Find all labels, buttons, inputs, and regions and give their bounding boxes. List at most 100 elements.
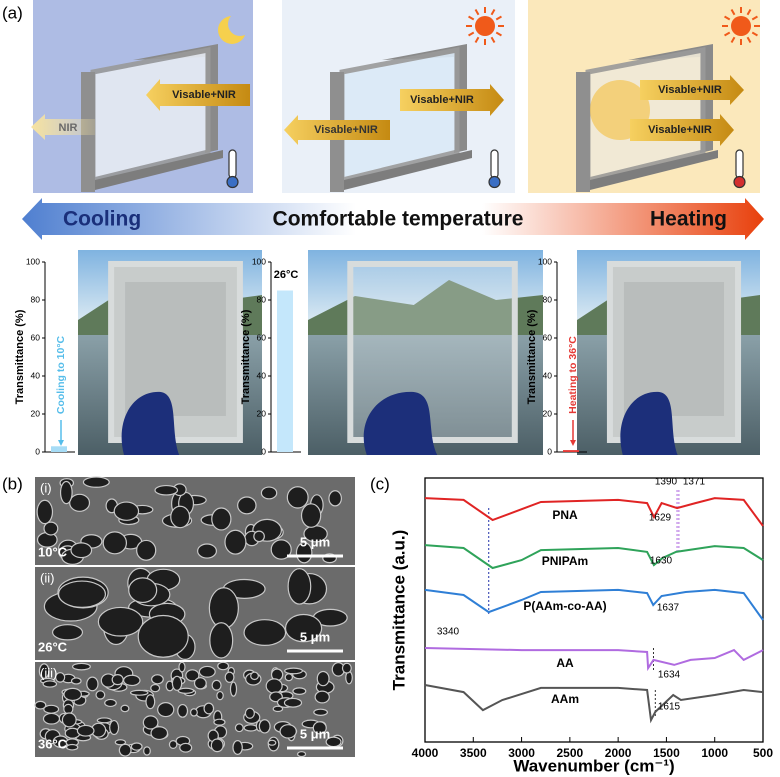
sem-pore xyxy=(70,542,93,559)
sem-label: (ii) xyxy=(40,570,54,585)
temperature-label: Comfortable temperature xyxy=(273,208,524,231)
sun-ray xyxy=(746,9,752,16)
sem-pore xyxy=(267,739,277,746)
bar xyxy=(563,450,579,452)
y-tick-label: 0 xyxy=(35,446,40,456)
peak-label: 1629 xyxy=(649,513,672,524)
temperature-label: Heating xyxy=(650,208,727,231)
light-arrow xyxy=(284,115,390,145)
arrow-label: NIR xyxy=(59,122,78,134)
sem-temperature: 10°C xyxy=(38,544,68,559)
sem-pore xyxy=(211,507,232,531)
sem-pore xyxy=(136,539,157,561)
sem-pore xyxy=(279,724,297,739)
scale-bar-label: 5 μm xyxy=(300,726,330,741)
y-tick-label: 100 xyxy=(252,256,266,266)
sem-pore xyxy=(217,661,230,671)
sem-pore xyxy=(70,677,82,685)
sem-pore xyxy=(237,496,257,515)
sem-pore xyxy=(109,719,120,736)
y-tick-label: 20 xyxy=(31,408,41,418)
sem-pore xyxy=(69,493,91,512)
sem-pore xyxy=(177,703,189,718)
thermometer-bulb xyxy=(488,175,501,189)
sem-pore xyxy=(129,689,149,696)
sem-pore xyxy=(300,503,322,528)
sem-pore xyxy=(59,480,73,505)
temperature-arrow xyxy=(22,198,764,240)
arrow-label: Visable+NIR xyxy=(658,84,722,96)
arrow-label: Visable+NIR xyxy=(314,124,378,136)
sem-pore xyxy=(265,678,283,694)
series-name: AAm xyxy=(551,692,579,706)
sem-pore xyxy=(296,751,307,758)
sun-ray xyxy=(751,15,758,21)
sem-pore xyxy=(96,717,112,724)
x-tick-label: 2500 xyxy=(557,746,584,760)
x-tick-label: 1000 xyxy=(701,746,728,760)
sem-pore xyxy=(118,743,132,757)
sun-ray xyxy=(468,31,475,37)
thermometer-bulb xyxy=(733,175,746,189)
temperature-label: Cooling xyxy=(63,208,141,231)
y-tick-label: 40 xyxy=(543,370,553,380)
y-tick-label: 0 xyxy=(547,446,552,456)
frosted-film xyxy=(125,282,226,416)
series-name: PNA xyxy=(552,508,578,522)
sun-ray xyxy=(751,31,758,37)
sun-ray xyxy=(495,15,502,21)
scale-bar-label: 5 μm xyxy=(300,534,330,549)
sun xyxy=(731,16,751,36)
sem-pore xyxy=(283,697,303,708)
spectrum-line xyxy=(424,497,764,527)
sem-pore xyxy=(38,663,50,679)
thermometer xyxy=(735,149,744,179)
panel-label: (a) xyxy=(2,3,23,22)
moon-cut xyxy=(228,12,252,36)
sem-pore xyxy=(209,622,234,659)
sun-ray xyxy=(468,15,475,21)
sem-pore xyxy=(51,624,84,641)
light-arrow xyxy=(31,114,95,140)
window-bottom xyxy=(590,150,718,190)
sem-pore xyxy=(292,687,307,696)
arrow-label: Visable+NIR xyxy=(648,124,712,136)
sem-pore xyxy=(43,521,59,536)
y-tick-label: 100 xyxy=(538,256,552,266)
sem-pore xyxy=(71,662,91,671)
spectrum-line xyxy=(424,684,764,724)
window-post xyxy=(576,72,590,192)
sem-pore xyxy=(185,669,200,682)
y-tick-label: 80 xyxy=(31,294,41,304)
sem-pore xyxy=(316,670,330,687)
sem-pore xyxy=(43,704,60,714)
peak-label: 1630 xyxy=(650,556,673,567)
light-arrow xyxy=(630,114,734,146)
sun-ray xyxy=(495,31,502,37)
y-tick-label: 100 xyxy=(26,256,40,266)
sem-pore xyxy=(120,704,130,713)
sem-pore xyxy=(154,484,179,496)
sem-pore xyxy=(284,673,294,682)
sem-pore xyxy=(224,529,247,555)
glove xyxy=(121,391,180,455)
sun-ray xyxy=(724,31,731,37)
sem-pore xyxy=(113,501,140,521)
peak-label: 1637 xyxy=(657,603,680,614)
sem-pore xyxy=(312,721,327,735)
sem-pore xyxy=(57,580,107,608)
sem-pore xyxy=(168,740,178,749)
sem-pore xyxy=(34,700,47,710)
y-axis-label: Transmittance (%) xyxy=(14,309,26,404)
sem-pore xyxy=(216,690,224,701)
thermometer xyxy=(228,149,237,179)
sem-pore xyxy=(197,543,218,559)
sem-pore xyxy=(213,718,226,726)
sem-pore xyxy=(61,712,77,728)
sem-pore xyxy=(243,724,258,732)
sun-ray xyxy=(730,36,736,43)
sem-pore xyxy=(137,614,189,658)
sem-pore xyxy=(55,672,66,683)
x-tick-label: 1500 xyxy=(653,746,680,760)
y-axis-label: Transmittance (%) xyxy=(240,309,252,404)
